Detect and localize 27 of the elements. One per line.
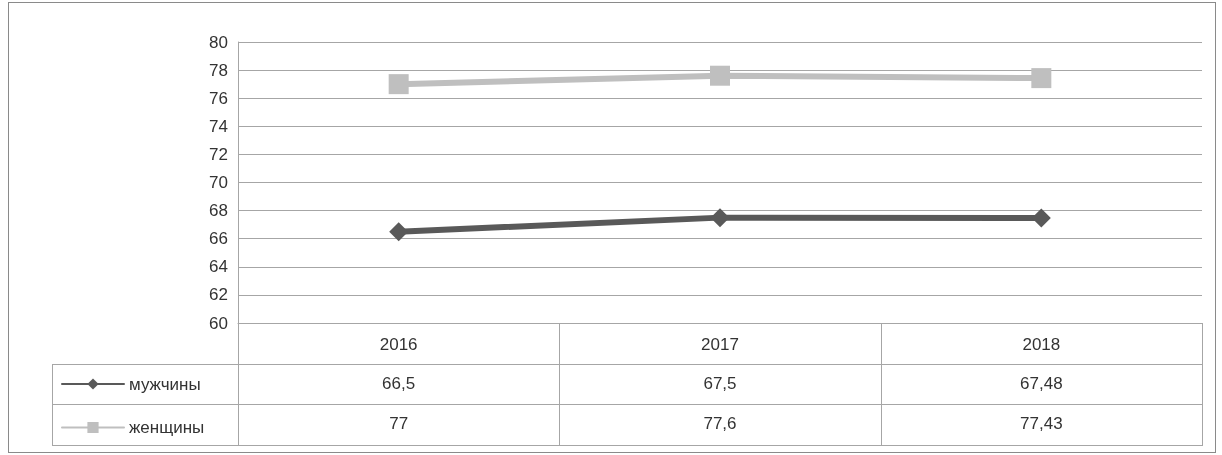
y-tick-label: 64 xyxy=(209,257,228,277)
point xyxy=(388,74,409,95)
point xyxy=(1031,68,1052,89)
y-tick-label: 66 xyxy=(209,229,228,249)
data-label: 67,48 xyxy=(1019,372,1064,395)
y-tick-label: 68 xyxy=(209,201,228,221)
x-tick-label: 2016 xyxy=(379,335,418,354)
data-label: 77 xyxy=(388,413,410,435)
data-label: 66,5 xyxy=(381,372,417,395)
data-label: 67,5 xyxy=(702,372,738,395)
data-label: 77,6 xyxy=(702,413,738,435)
x-tick-label: 2018 xyxy=(1022,335,1061,354)
y-tick-label: 74 xyxy=(209,116,228,136)
y-tick-label: 60 xyxy=(209,313,228,333)
legend-label: мужчины xyxy=(129,374,201,394)
y-tick-label: 78 xyxy=(209,60,228,80)
point xyxy=(389,222,409,242)
y-tick-label: 62 xyxy=(209,285,228,305)
data-label: 77,43 xyxy=(1019,413,1064,435)
x-tick-label: 2017 xyxy=(701,335,739,354)
point xyxy=(710,208,730,228)
y-tick-label: 72 xyxy=(209,144,228,164)
y-tick-label: 70 xyxy=(209,173,228,192)
point xyxy=(710,65,730,86)
y-tick-label: 76 xyxy=(209,88,228,108)
legend-label: женщины xyxy=(129,418,205,437)
y-tick-label: 80 xyxy=(209,32,228,52)
